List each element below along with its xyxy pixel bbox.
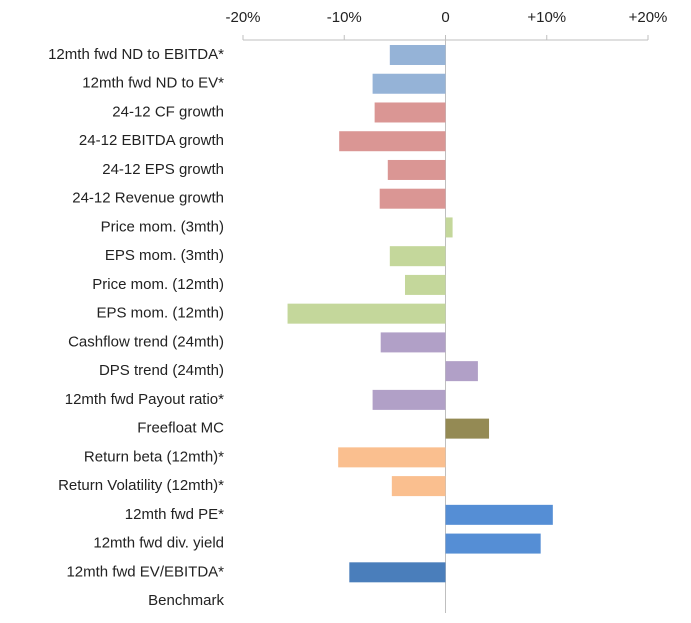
bar — [391, 476, 446, 497]
y-tick-label: EPS mom. (3mth) — [105, 247, 224, 264]
y-tick-label: Freefloat MC — [137, 420, 224, 437]
bar — [445, 504, 553, 525]
bar — [338, 447, 446, 468]
bar — [389, 246, 446, 267]
y-tick-label: 24-12 EPS growth — [102, 161, 224, 178]
bar — [445, 418, 490, 439]
y-tick-label: EPS mom. (12mth) — [96, 305, 224, 322]
x-tick-label: 0 — [441, 9, 449, 26]
y-tick-label: 24-12 EBITDA growth — [79, 132, 224, 149]
y-tick-label: Cashflow trend (24mth) — [68, 333, 224, 350]
y-tick-label: 24-12 CF growth — [112, 103, 224, 120]
y-tick-label: 24-12 Revenue growth — [72, 190, 224, 207]
bar — [339, 131, 446, 152]
bar — [405, 274, 446, 295]
bar — [349, 562, 446, 583]
y-tick-label: Price mom. (12mth) — [92, 276, 224, 293]
x-tick-label: -20% — [225, 9, 260, 26]
x-tick-label: +20% — [629, 9, 668, 26]
y-tick-label: Return beta (12mth)* — [84, 448, 224, 465]
bar — [372, 389, 446, 410]
x-tick-label: +10% — [527, 9, 566, 26]
bar — [445, 217, 453, 238]
y-tick-label: 12mth fwd Payout ratio* — [65, 391, 224, 408]
x-tick-label: -10% — [327, 9, 362, 26]
bar — [387, 159, 446, 180]
bar — [445, 533, 541, 554]
bar — [374, 102, 446, 123]
y-tick-label: Benchmark — [148, 592, 224, 609]
bar — [389, 45, 446, 65]
y-tick-label: 12mth fwd div. yield — [93, 535, 224, 552]
y-tick-label: Price mom. (3mth) — [101, 218, 224, 235]
y-tick-label: DPS trend (24mth) — [99, 362, 224, 379]
y-tick-label: 12mth fwd PE* — [125, 506, 224, 523]
bar — [379, 188, 446, 209]
bar — [380, 332, 446, 353]
y-tick-label: 12mth fwd ND to EV* — [82, 75, 224, 92]
y-tick-label: Return Volatility (12mth)* — [58, 477, 224, 494]
bar — [287, 303, 446, 324]
bar — [372, 73, 446, 94]
bar — [445, 361, 478, 382]
y-tick-label: 12mth fwd EV/EBITDA* — [66, 563, 224, 580]
y-tick-label: 12mth fwd ND to EBITDA* — [48, 46, 224, 63]
